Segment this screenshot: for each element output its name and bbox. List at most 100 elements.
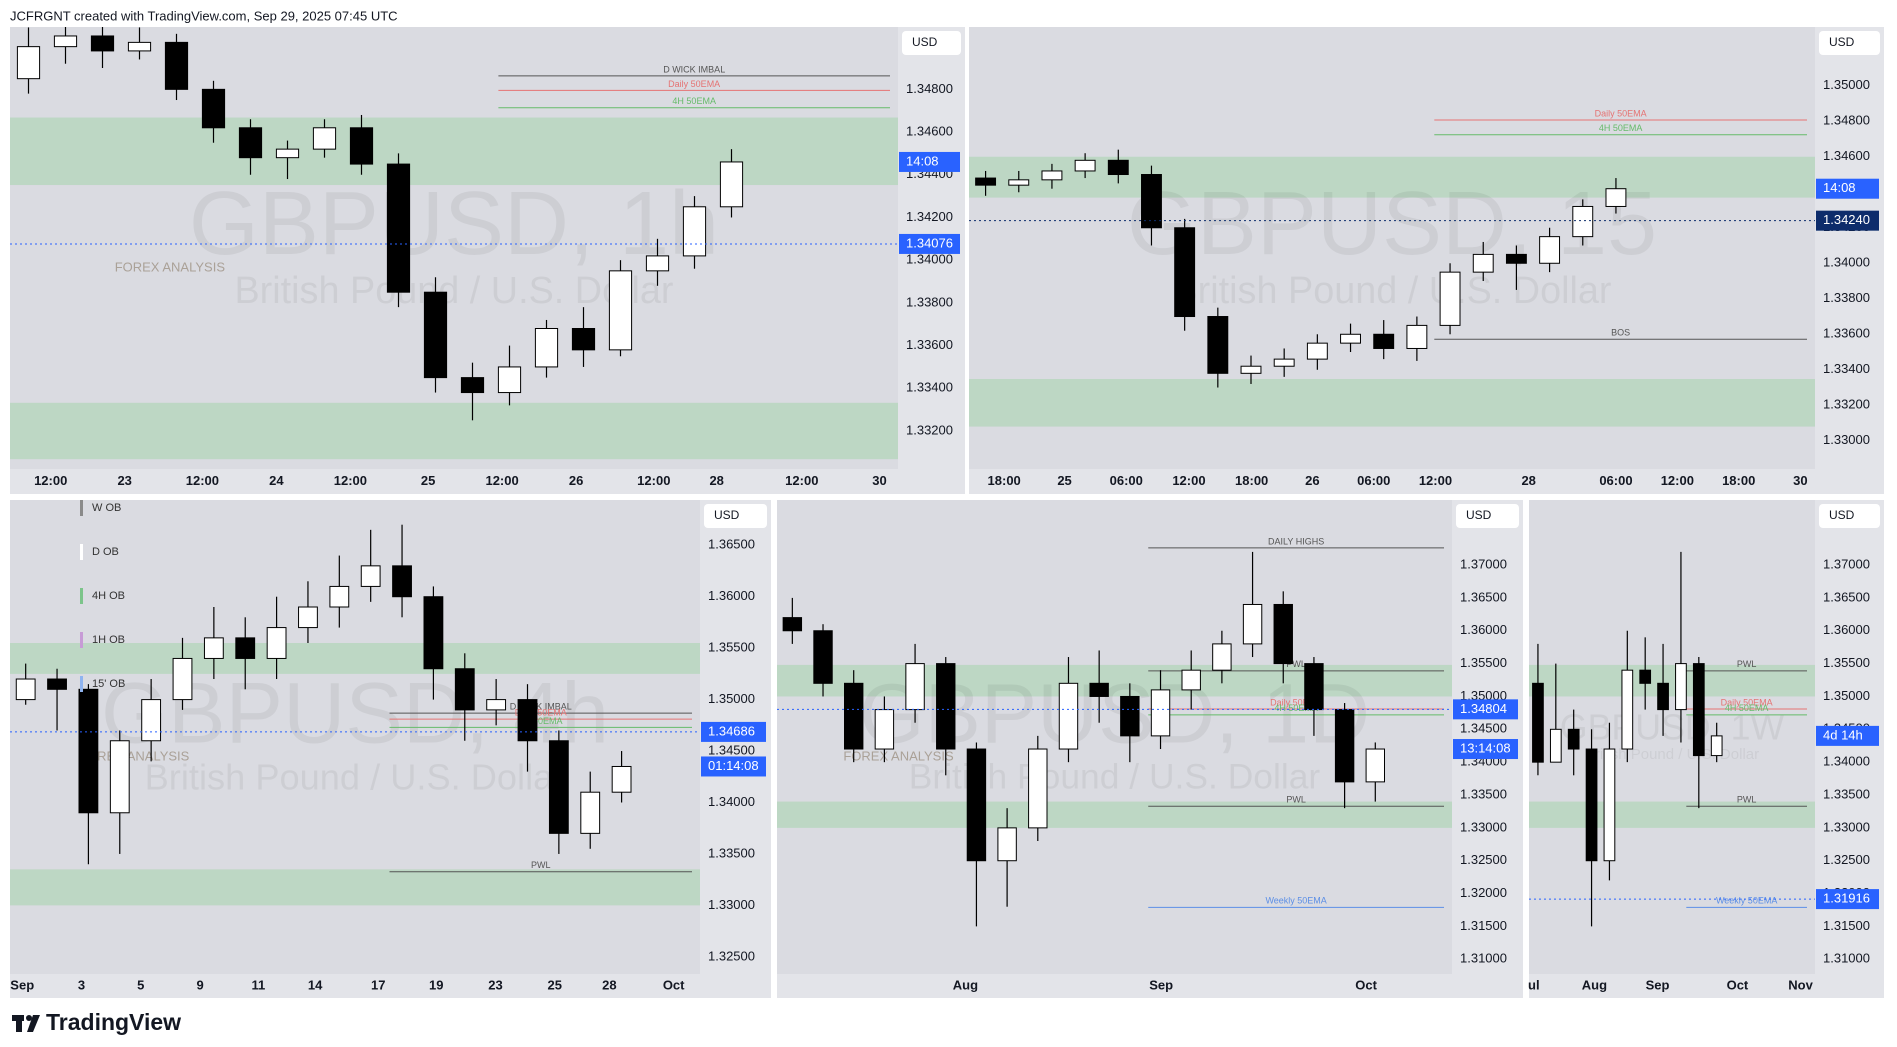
x-tick-label: 17 xyxy=(371,977,385,992)
x-tick-label: Sep xyxy=(1149,977,1173,992)
candle-body xyxy=(1141,174,1162,229)
candle-body xyxy=(1181,669,1201,691)
countdown: 13:14:08 xyxy=(1460,740,1511,755)
annotation-label: 4H 50EMA xyxy=(1274,703,1318,713)
countdown-box xyxy=(1816,178,1879,199)
countdown-box xyxy=(899,151,960,172)
x-tick-label: 9 xyxy=(196,977,203,992)
countdown-box xyxy=(1453,739,1518,760)
zone xyxy=(1529,664,1815,697)
y-tick-label: 1.35500 xyxy=(1460,655,1507,670)
candle-body xyxy=(517,699,538,742)
watermark-brand: FOREX ANALYSIS xyxy=(115,259,226,274)
time-axis xyxy=(1529,974,1815,998)
x-tick-label: Oct xyxy=(1355,977,1377,992)
candle-body xyxy=(392,565,412,598)
y-tick-label: 1.36000 xyxy=(1460,622,1507,637)
y-tick-label: 1.33600 xyxy=(906,337,953,352)
x-tick-label: 19 xyxy=(429,977,443,992)
y-tick-label: 1.34500 xyxy=(708,742,755,757)
y-tick-label: 1.34600 xyxy=(1823,148,1870,163)
x-tick-label: 06:00 xyxy=(1357,473,1390,488)
countdown: 4d 14h xyxy=(1823,727,1863,742)
y-tick-label: 1.32500 xyxy=(1823,852,1870,867)
zone xyxy=(10,643,700,674)
x-tick-label: 06:00 xyxy=(1599,473,1632,488)
last-price: 1.34240 xyxy=(1823,212,1870,227)
currency-box xyxy=(1819,504,1880,528)
logo-mark xyxy=(16,1015,22,1032)
watermark-brand: FOREX ANALYSIS xyxy=(79,748,190,763)
candle-body xyxy=(349,127,374,165)
candle-body xyxy=(53,35,78,48)
y-tick-label: 1.31500 xyxy=(1460,918,1507,933)
x-tick-label: 12:00 xyxy=(34,473,67,488)
candle-body xyxy=(1406,324,1428,349)
candle-body xyxy=(1639,669,1652,684)
candle-body xyxy=(1549,728,1562,763)
annotation-label: Weekly 50EMA xyxy=(1265,896,1326,906)
currency: USD xyxy=(1829,35,1855,49)
candle-body xyxy=(423,291,448,379)
x-tick-label: 28 xyxy=(602,977,616,992)
y-tick-label: 1.33200 xyxy=(906,422,953,437)
x-tick-label: 30 xyxy=(1793,473,1807,488)
y-tick-label: 1.36500 xyxy=(1823,589,1870,604)
currency: USD xyxy=(1466,508,1492,522)
last-price-box xyxy=(1816,889,1879,910)
candle-body xyxy=(486,699,507,711)
x-tick-label: 12:00 xyxy=(334,473,367,488)
credit: JCFRGNT created with TradingView.com, Se… xyxy=(10,8,398,23)
price-axis xyxy=(898,27,965,494)
candle-body xyxy=(47,678,67,690)
candle-body xyxy=(534,327,559,368)
candle-body xyxy=(844,682,864,750)
candle-body xyxy=(298,606,318,629)
candle-body xyxy=(164,41,189,90)
candle-body xyxy=(1041,170,1063,181)
candle-body xyxy=(1572,205,1594,238)
y-tick-label: 1.33800 xyxy=(906,294,953,309)
candle-body xyxy=(15,678,36,701)
candle-body xyxy=(201,88,226,129)
candle-body xyxy=(813,630,833,684)
time-axis xyxy=(777,974,1452,998)
zone xyxy=(969,379,1815,427)
x-tick-label: 11 xyxy=(252,977,266,992)
zone xyxy=(777,801,1452,828)
time-axis xyxy=(10,974,700,998)
watermark-title: GBPUSD, 1h xyxy=(189,174,719,274)
candle-body xyxy=(548,740,569,834)
legend-label: 1H OB xyxy=(92,634,125,646)
last-price: 1.34804 xyxy=(1460,701,1507,716)
candle-body xyxy=(1207,316,1229,374)
legend-label: 15' OB xyxy=(92,678,125,690)
y-tick-label: 1.35000 xyxy=(1823,688,1870,703)
candle-body xyxy=(1373,333,1395,349)
last-price-box xyxy=(1453,699,1518,720)
time-axis xyxy=(10,469,898,494)
candle-body xyxy=(1505,253,1527,264)
candle-body xyxy=(1273,603,1293,665)
y-tick-label: 1.34600 xyxy=(906,123,953,138)
currency-box xyxy=(1456,504,1519,528)
currency: USD xyxy=(1829,508,1855,522)
candle-body xyxy=(975,177,997,186)
x-tick-label: 12:00 xyxy=(1419,473,1452,488)
x-tick-label: 06:00 xyxy=(1110,473,1143,488)
watermark-subtitle: British Pound / U.S. Dollar xyxy=(1172,270,1611,312)
currency: USD xyxy=(912,35,938,49)
legend-swatch xyxy=(80,676,83,692)
candle-body xyxy=(1605,188,1627,207)
candle-body xyxy=(423,596,444,670)
watermark-title: GBPUSD, 1D xyxy=(859,666,1370,760)
legend-swatch xyxy=(80,632,83,648)
x-tick-label: 12:00 xyxy=(785,473,818,488)
y-tick-label: 1.31000 xyxy=(1460,951,1507,966)
price-axis xyxy=(700,500,771,998)
